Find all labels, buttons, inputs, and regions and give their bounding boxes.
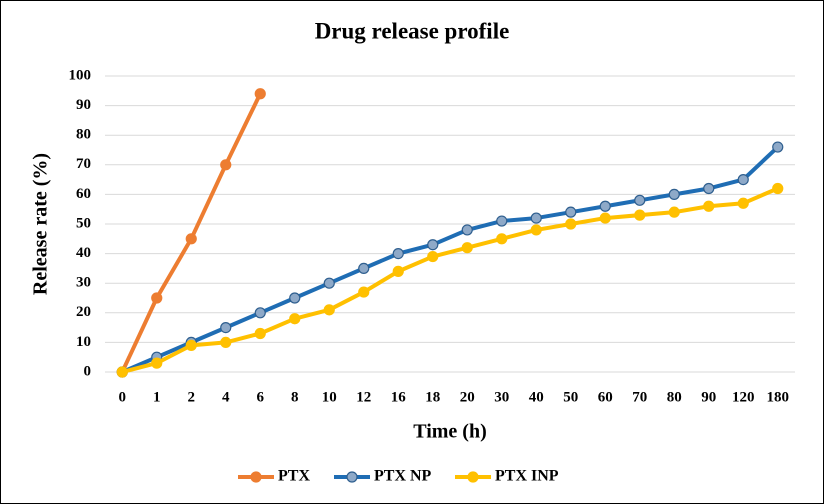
data-point [151,292,163,304]
x-tick-label: 18 [425,389,440,405]
x-tick-label: 60 [598,389,613,405]
data-point [530,212,542,224]
data-point [634,194,646,206]
data-point [530,224,542,236]
data-point [358,286,370,298]
x-tick-label: 4 [222,389,230,405]
data-point [185,339,197,351]
x-tick-label: 180 [767,389,790,405]
x-tick-label: 90 [701,389,716,405]
data-point [220,159,232,171]
y-tick-label: 60 [76,186,91,202]
x-tick-label: 80 [667,389,682,405]
data-point [461,242,473,254]
data-point [254,327,266,340]
data-point [565,206,577,218]
data-point [289,313,301,325]
data-point [392,248,404,260]
data-point [668,188,680,200]
data-point [703,200,715,212]
x-tick-label: 16 [391,389,407,405]
data-point [737,197,749,209]
x-tick-label: 120 [732,389,755,405]
x-tick-label: 10 [322,389,337,405]
data-point [703,182,715,195]
data-point [151,357,163,369]
data-point [289,292,301,304]
data-point [427,239,439,251]
chart-title: Drug release profile [315,18,510,43]
data-point [254,307,266,319]
legend-label: PTX INP [495,468,559,485]
data-point [427,250,439,263]
data-point [599,200,611,212]
x-axis-label: Time (h) [413,421,487,443]
legend-label: PTX [278,468,310,485]
x-tick-label: 50 [563,389,578,405]
y-tick-label: 30 [76,275,91,291]
y-tick-label: 50 [76,215,91,231]
x-tick-label: 70 [632,389,647,405]
data-point [737,174,749,186]
data-point [565,218,577,230]
legend-marker [250,471,262,483]
data-point [220,336,232,348]
legend-marker [346,471,358,483]
x-tick-label: 8 [291,389,299,405]
y-tick-label: 0 [84,363,92,379]
x-tick-label: 0 [119,389,127,405]
x-tick-label: 1 [153,389,161,405]
data-point [392,265,404,277]
data-point [185,233,197,245]
y-tick-label: 10 [76,334,91,350]
data-point [496,215,508,227]
series-line [121,145,780,374]
data-point [220,322,232,334]
data-point [599,212,611,224]
y-tick-label: 40 [76,245,91,261]
y-axis-label: Release rate (%) [30,153,52,295]
y-tick-label: 20 [76,304,91,320]
data-point [461,224,473,236]
y-tick-label: 70 [76,156,91,172]
data-point [254,88,266,100]
data-point [358,262,370,274]
series-line [121,186,779,374]
data-point [116,366,128,378]
data-point [772,141,784,153]
x-tick-label: 30 [494,389,509,405]
data-point [496,233,508,245]
legend-label: PTX NP [374,468,432,485]
x-tick-label: 20 [460,389,475,405]
data-point [668,206,680,218]
y-tick-label: 90 [76,97,91,113]
y-tick-label: 100 [69,67,92,83]
data-point [772,182,784,195]
y-tick-label: 80 [76,127,91,143]
x-tick-label: 12 [356,389,371,405]
x-tick-label: 40 [529,389,544,405]
data-point [323,304,335,316]
data-point [634,209,646,221]
x-tick-label: 6 [257,389,265,405]
legend-marker [467,471,479,483]
x-tick-label: 2 [188,389,196,405]
data-point [323,277,335,289]
